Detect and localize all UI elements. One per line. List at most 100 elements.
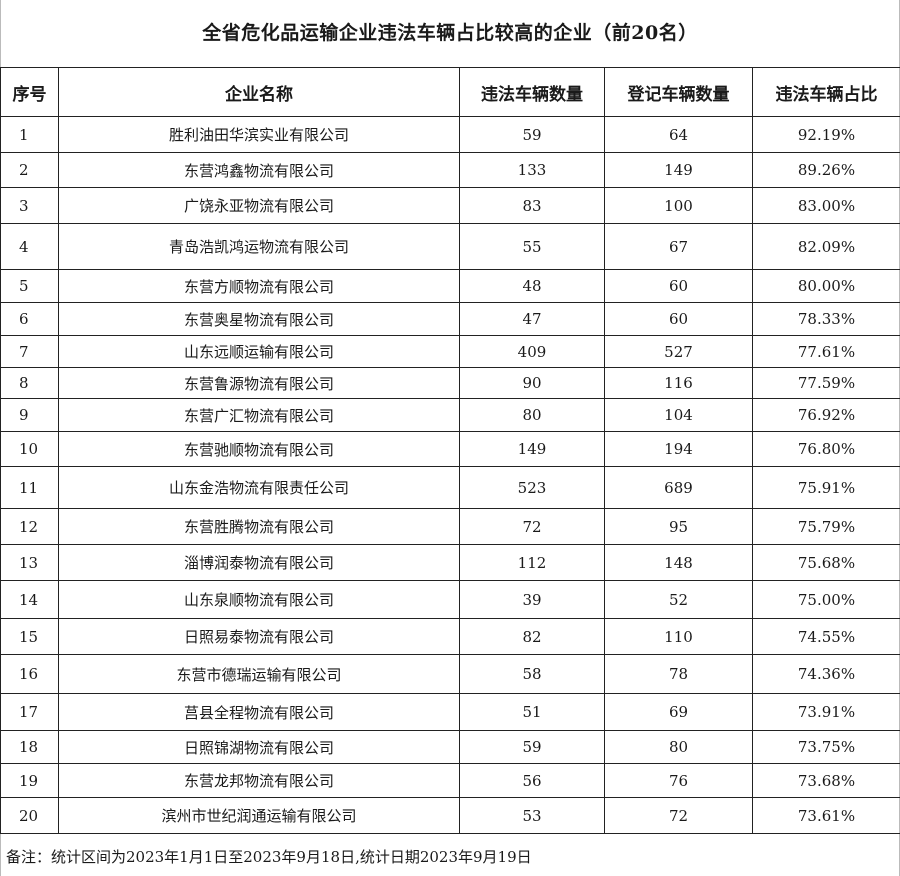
row-index: 3 <box>0 187 59 224</box>
registered-count: 52 <box>604 580 753 619</box>
registered-count: 148 <box>604 544 753 581</box>
registered-count: 67 <box>604 223 753 270</box>
violation-count: 80 <box>459 398 605 432</box>
row-index: 15 <box>0 618 59 655</box>
table-row: 20 滨州市世纪润通运输有限公司 53 72 73.61% <box>0 797 900 834</box>
violation-ratio: 76.80% <box>752 431 900 467</box>
company-name: 东营奥星物流有限公司 <box>58 302 460 336</box>
table-header-row: 序号 企业名称 违法车辆数量 登记车辆数量 违法车辆占比 <box>0 67 900 117</box>
table-row: 9 东营广汇物流有限公司 80 104 76.92% <box>0 398 900 432</box>
registered-count: 100 <box>604 187 753 224</box>
header-company: 企业名称 <box>58 67 460 117</box>
violation-count: 149 <box>459 431 605 467</box>
violation-count: 90 <box>459 367 605 399</box>
table-row: 15 日照易泰物流有限公司 82 110 74.55% <box>0 618 900 655</box>
row-index: 11 <box>0 466 59 509</box>
company-name: 滨州市世纪润通运输有限公司 <box>58 797 460 834</box>
table-row: 7 山东远顺运输有限公司 409 527 77.61% <box>0 335 900 368</box>
company-name: 淄博润泰物流有限公司 <box>58 544 460 581</box>
company-name: 日照锦湖物流有限公司 <box>58 730 460 764</box>
violation-count: 523 <box>459 466 605 509</box>
violation-ratio: 73.68% <box>752 763 900 798</box>
violation-ratio: 76.92% <box>752 398 900 432</box>
company-name: 日照易泰物流有限公司 <box>58 618 460 655</box>
violation-ratio: 77.59% <box>752 367 900 399</box>
table-row: 5 东营方顺物流有限公司 48 60 80.00% <box>0 269 900 303</box>
violation-count: 112 <box>459 544 605 581</box>
violation-ratio: 78.33% <box>752 302 900 336</box>
violation-ratio: 73.91% <box>752 693 900 731</box>
table-row: 2 东营鸿鑫物流有限公司 133 149 89.26% <box>0 152 900 188</box>
table-row: 14 山东泉顺物流有限公司 39 52 75.00% <box>0 580 900 619</box>
registered-count: 95 <box>604 508 753 545</box>
violation-count: 59 <box>459 116 605 153</box>
violation-count: 83 <box>459 187 605 224</box>
row-index: 19 <box>0 763 59 798</box>
violation-count: 58 <box>459 654 605 694</box>
header-index: 序号 <box>0 67 59 117</box>
row-index: 8 <box>0 367 59 399</box>
company-name: 山东远顺运输有限公司 <box>58 335 460 368</box>
company-name: 东营胜腾物流有限公司 <box>58 508 460 545</box>
violation-ratio: 83.00% <box>752 187 900 224</box>
row-index: 2 <box>0 152 59 188</box>
table-row: 10 东营驰顺物流有限公司 149 194 76.80% <box>0 431 900 467</box>
header-violation-ratio: 违法车辆占比 <box>752 67 900 117</box>
registered-count: 80 <box>604 730 753 764</box>
table-row: 1 胜利油田华滨实业有限公司 59 64 92.19% <box>0 116 900 153</box>
company-name: 广饶永亚物流有限公司 <box>58 187 460 224</box>
violation-count: 55 <box>459 223 605 270</box>
company-name: 东营方顺物流有限公司 <box>58 269 460 303</box>
row-index: 16 <box>0 654 59 694</box>
page-title: 全省危化品运输企业违法车辆占比较高的企业（前20名） <box>202 22 698 44</box>
registered-count: 60 <box>604 302 753 336</box>
violation-ratio: 74.36% <box>752 654 900 694</box>
header-violation-count: 违法车辆数量 <box>459 67 605 117</box>
row-index: 1 <box>0 116 59 153</box>
table-row: 12 东营胜腾物流有限公司 72 95 75.79% <box>0 508 900 545</box>
violation-ratio: 75.00% <box>752 580 900 619</box>
company-name: 山东金浩物流有限责任公司 <box>58 466 460 509</box>
violation-count: 39 <box>459 580 605 619</box>
violation-ratio: 82.09% <box>752 223 900 270</box>
company-name: 山东泉顺物流有限公司 <box>58 580 460 619</box>
company-name: 青岛浩凯鸿运物流有限公司 <box>58 223 460 270</box>
violation-ratio: 92.19% <box>752 116 900 153</box>
violation-ratio: 89.26% <box>752 152 900 188</box>
violation-ratio: 77.61% <box>752 335 900 368</box>
row-index: 18 <box>0 730 59 764</box>
table-row: 13 淄博润泰物流有限公司 112 148 75.68% <box>0 544 900 581</box>
table-row: 6 东营奥星物流有限公司 47 60 78.33% <box>0 302 900 336</box>
table-row: 8 东营鲁源物流有限公司 90 116 77.59% <box>0 367 900 399</box>
row-index: 17 <box>0 693 59 731</box>
row-index: 5 <box>0 269 59 303</box>
row-index: 9 <box>0 398 59 432</box>
registered-count: 194 <box>604 431 753 467</box>
violation-ratio: 73.75% <box>752 730 900 764</box>
company-name: 东营市德瑞运输有限公司 <box>58 654 460 694</box>
registered-count: 110 <box>604 618 753 655</box>
violation-count: 72 <box>459 508 605 545</box>
company-name: 胜利油田华滨实业有限公司 <box>58 116 460 153</box>
table-row: 19 东营龙邦物流有限公司 56 76 73.68% <box>0 763 900 798</box>
row-index: 6 <box>0 302 59 336</box>
violation-count: 56 <box>459 763 605 798</box>
header-registered-count: 登记车辆数量 <box>604 67 753 117</box>
violation-count: 133 <box>459 152 605 188</box>
table-row: 11 山东金浩物流有限责任公司 523 689 75.91% <box>0 466 900 509</box>
registered-count: 527 <box>604 335 753 368</box>
company-name: 东营鲁源物流有限公司 <box>58 367 460 399</box>
violation-count: 47 <box>459 302 605 336</box>
violation-count: 59 <box>459 730 605 764</box>
registered-count: 60 <box>604 269 753 303</box>
registered-count: 69 <box>604 693 753 731</box>
company-name: 东营驰顺物流有限公司 <box>58 431 460 467</box>
violation-count: 48 <box>459 269 605 303</box>
violation-ratio: 74.55% <box>752 618 900 655</box>
violation-ratio: 75.91% <box>752 466 900 509</box>
footnote: 备注：统计区间为2023年1月1日至2023年9月18日,统计日期2023年9月… <box>6 848 532 866</box>
violation-count: 53 <box>459 797 605 834</box>
row-index: 20 <box>0 797 59 834</box>
registered-count: 64 <box>604 116 753 153</box>
company-name: 东营鸿鑫物流有限公司 <box>58 152 460 188</box>
